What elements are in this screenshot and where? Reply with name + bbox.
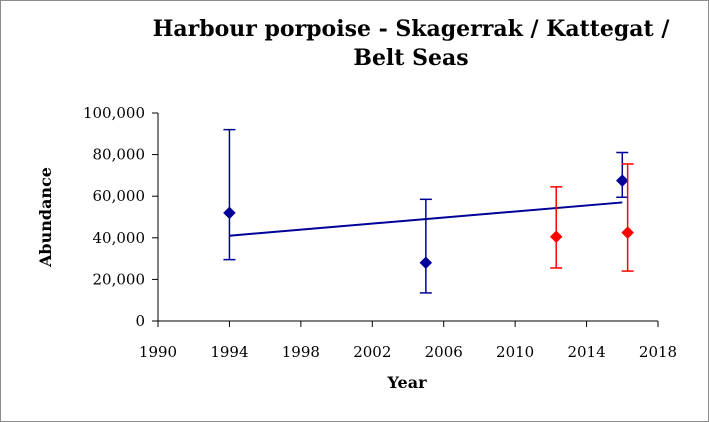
x-tick-label: 2002 — [353, 343, 391, 361]
x-axis-title: Year — [386, 373, 427, 392]
chart-title: Harbour porpoise - Skagerrak / Kattegat … — [152, 16, 670, 71]
y-axis-title: Abundance — [36, 167, 55, 268]
y-tick-label: 20,000 — [93, 270, 146, 288]
data-point-marker — [615, 174, 629, 187]
x-tick-label: 2018 — [639, 343, 677, 361]
y-tick-label: 80,000 — [93, 146, 146, 164]
x-tick-label: 2014 — [567, 343, 605, 361]
x-tick-label: 2006 — [425, 343, 463, 361]
x-tick-label: 1998 — [282, 343, 320, 361]
x-tick-label: 1994 — [210, 343, 248, 361]
y-tick-label: 40,000 — [93, 229, 146, 247]
data-point-marker — [621, 226, 634, 239]
data-point-marker — [223, 206, 236, 220]
y-tick-label: 0 — [135, 312, 145, 330]
x-tick-label: 1990 — [139, 343, 177, 361]
data-point-marker — [419, 256, 433, 270]
x-tick-label: 2010 — [496, 343, 534, 361]
data-point-marker — [549, 230, 563, 244]
y-tick-label: 60,000 — [93, 187, 146, 205]
y-tick-label: 100,000 — [83, 104, 145, 122]
